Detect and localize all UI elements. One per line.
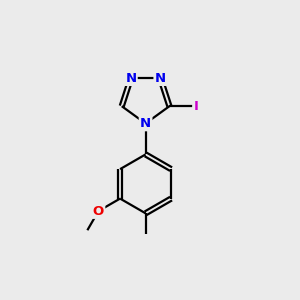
Text: O: O bbox=[93, 205, 104, 218]
Text: I: I bbox=[194, 100, 198, 113]
Text: N: N bbox=[140, 117, 151, 130]
Text: N: N bbox=[125, 72, 136, 85]
Text: N: N bbox=[155, 72, 166, 85]
